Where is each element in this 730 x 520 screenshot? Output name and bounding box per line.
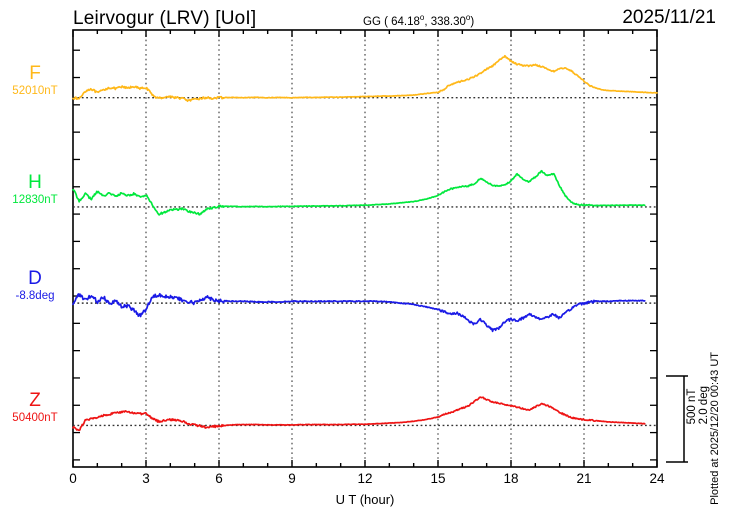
component-baseline-value: 50400nT bbox=[12, 412, 58, 425]
page-title: Leirvogur (LRV) [UoI] bbox=[73, 8, 257, 29]
component-letter: D bbox=[28, 268, 42, 290]
panel-f bbox=[72, 49, 658, 133]
date-label: 2025/11/21 bbox=[622, 7, 716, 28]
scale-bar-label: 500 nT 2.0 deg bbox=[686, 386, 711, 425]
component-letter: F bbox=[29, 62, 41, 84]
component-baseline-value: 12830nT bbox=[12, 193, 58, 206]
trace-f bbox=[72, 54, 658, 103]
x-tick-label: 0 bbox=[69, 471, 77, 486]
plotted-at-label: Plotted at 2025/12/20 00:43 UT bbox=[709, 352, 721, 505]
scale-bar bbox=[666, 375, 688, 463]
x-tick-label: 21 bbox=[576, 471, 592, 486]
panel-h bbox=[72, 158, 657, 243]
x-tick-label: 9 bbox=[288, 471, 296, 486]
component-label-d: D -8.8deg bbox=[2, 269, 68, 302]
x-tick-label: 12 bbox=[357, 471, 373, 486]
component-label-f: F 52010nT bbox=[2, 62, 68, 97]
x-tick-label: 6 bbox=[215, 471, 223, 486]
x-tick-label: 18 bbox=[503, 471, 519, 486]
component-label-h: H 12830nT bbox=[2, 173, 68, 206]
component-letter: H bbox=[28, 171, 42, 193]
component-baseline-value: -8.8deg bbox=[15, 290, 55, 303]
x-tick-label: 3 bbox=[142, 471, 150, 486]
panel-d bbox=[72, 268, 657, 352]
trace-h bbox=[72, 169, 646, 216]
x-tick-label: 15 bbox=[430, 471, 446, 486]
trace-d bbox=[72, 292, 646, 333]
component-baseline-value: 52010nT bbox=[12, 84, 58, 97]
panel-z bbox=[72, 377, 657, 461]
x-axis-title: U T (hour) bbox=[335, 492, 395, 507]
plot-frame bbox=[72, 29, 658, 468]
geographic-coordinates: GG ( 64.18o, 338.30o) bbox=[363, 13, 475, 28]
component-letter: Z bbox=[29, 390, 41, 412]
trace-z bbox=[72, 396, 646, 432]
x-tick-label: 24 bbox=[649, 471, 665, 486]
component-label-z: Z 50400nT bbox=[2, 391, 68, 424]
